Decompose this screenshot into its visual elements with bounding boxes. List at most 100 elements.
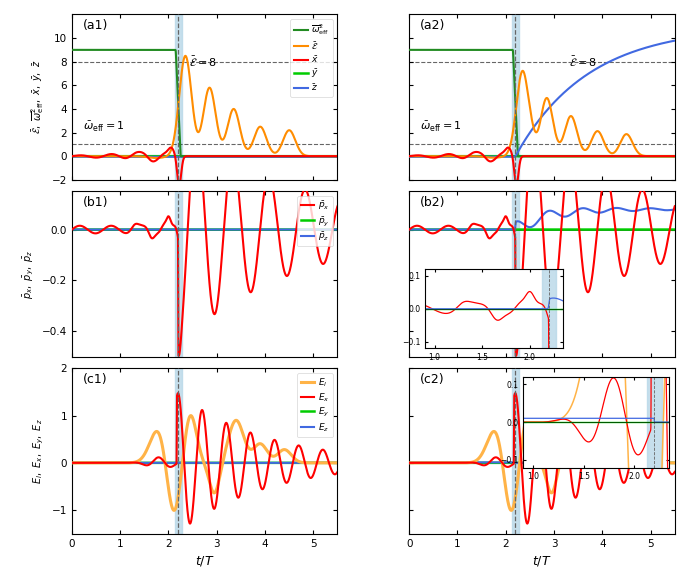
$\overline{\omega}^2_\mathrm{eff}$ — [98, 46, 106, 53]
$\bar{p}_x$ — [175, 353, 183, 359]
$\bar{\mathcal{E}}$ — [98, 153, 106, 160]
Bar — [512, 368, 519, 534]
$\bar{z}$ — [328, 153, 336, 160]
$\bar{p}_y$ — [170, 226, 178, 233]
$\bar{x}$ — [68, 153, 76, 160]
$\bar{x}$ — [170, 148, 178, 155]
$\bar{p}_x$ — [328, 226, 336, 233]
$\overline{\omega}^2_\mathrm{eff}$ — [114, 46, 122, 53]
Text: $\bar{\mathcal{E}}=8$: $\bar{\mathcal{E}}=8$ — [189, 55, 217, 69]
$\bar{p}_z$ — [68, 226, 76, 233]
$\bar{p}_y$ — [68, 226, 76, 233]
$\bar{p}_y$ — [114, 226, 122, 233]
$\bar{p}_y$ — [328, 226, 336, 233]
$\bar{p}_z$ — [114, 226, 122, 233]
Text: (b2): (b2) — [420, 196, 445, 209]
$E_l$ — [114, 459, 122, 466]
$\bar{z}$ — [334, 153, 342, 160]
$\bar{y}$ — [98, 153, 106, 160]
Y-axis label: $\bar{\mathcal{E}},\ \overline{\omega}^2_\mathrm{eff},\ \bar{x},\ \bar{y},\ \bar: $\bar{\mathcal{E}},\ \overline{\omega}^2… — [29, 60, 46, 134]
$\bar{p}_z$ — [334, 226, 342, 233]
$\bar{p}_z$ — [181, 226, 189, 233]
Legend: $E_l$, $E_x$, $E_y$, $E_z$: $E_l$, $E_x$, $E_y$, $E_z$ — [297, 373, 333, 437]
$\bar{p}_y$ — [299, 226, 308, 233]
X-axis label: $t/T$: $t/T$ — [532, 554, 551, 568]
Bar — [512, 14, 519, 180]
$\bar{p}_x$ — [192, 128, 201, 134]
$\bar{\mathcal{E}}$ — [182, 53, 190, 59]
$\bar{y}$ — [170, 153, 178, 160]
$\overline{\omega}^2_\mathrm{eff}$ — [299, 153, 308, 160]
$\bar{z}$ — [98, 153, 106, 160]
$\bar{y}$ — [181, 153, 189, 160]
$\bar{\mathcal{E}}$ — [114, 153, 122, 160]
$E_l$ — [328, 459, 336, 466]
$\bar{z}$ — [299, 153, 308, 160]
$\bar{p}_x$ — [68, 226, 76, 233]
Text: (c1): (c1) — [83, 373, 107, 387]
$\bar{y}$ — [334, 153, 342, 160]
$E_x$ — [98, 459, 106, 466]
$\bar{x}$ — [328, 153, 336, 160]
$E_x$ — [186, 520, 194, 527]
$\overline{\omega}^2_\mathrm{eff}$ — [170, 46, 178, 53]
$\bar{y}$ — [328, 153, 336, 160]
$\bar{p}_y$ — [181, 226, 189, 233]
X-axis label: $t/T$: $t/T$ — [195, 554, 214, 568]
$E_l$ — [182, 435, 190, 442]
Line: $E_l$: $E_l$ — [72, 415, 338, 511]
$E_x$ — [300, 455, 308, 462]
Bar — [512, 192, 519, 357]
$E_l$ — [187, 412, 195, 419]
$\bar{x}$ — [166, 144, 175, 151]
$\overline{\omega}^2_\mathrm{eff}$ — [334, 153, 342, 160]
$\bar{\mathcal{E}}$ — [170, 136, 178, 143]
$E_z$ — [299, 459, 308, 466]
Bar — [175, 14, 182, 180]
$\bar{p}_x$ — [334, 203, 342, 209]
Text: (c2): (c2) — [420, 373, 445, 387]
$\bar{p}_y$ — [334, 226, 342, 233]
$E_y$ — [68, 459, 76, 466]
$\bar{z}$ — [181, 153, 189, 160]
$\bar{\mathcal{E}}$ — [182, 53, 190, 59]
Line: $E_x$: $E_x$ — [72, 393, 338, 523]
$\bar{z}$ — [114, 153, 122, 160]
$\bar{y}$ — [68, 153, 76, 160]
$E_z$ — [334, 459, 342, 466]
$E_x$ — [114, 459, 122, 466]
Text: $\bar{\mathcal{E}}=8$: $\bar{\mathcal{E}}=8$ — [569, 55, 597, 69]
Line: $\overline{\omega}^2_\mathrm{eff}$: $\overline{\omega}^2_\mathrm{eff}$ — [72, 50, 338, 156]
$E_l$ — [68, 459, 76, 466]
$\bar{x}$ — [175, 182, 184, 189]
Legend: $\bar{p}_x$, $\bar{p}_y$, $\bar{p}_z$: $\bar{p}_x$, $\bar{p}_y$, $\bar{p}_z$ — [297, 196, 333, 246]
$\overline{\omega}^2_\mathrm{eff}$ — [177, 153, 186, 160]
$\bar{p}_z$ — [98, 226, 106, 233]
$\bar{p}_x$ — [98, 227, 106, 234]
$E_y$ — [334, 459, 342, 466]
$E_y$ — [98, 459, 106, 466]
Bar — [175, 368, 182, 534]
Line: $\bar{\mathcal{E}}$: $\bar{\mathcal{E}}$ — [72, 56, 338, 158]
$\bar{x}$ — [300, 153, 308, 160]
$E_y$ — [181, 459, 189, 466]
$\bar{z}$ — [170, 153, 178, 160]
$\overline{\omega}^2_\mathrm{eff}$ — [182, 153, 190, 160]
$\bar{p}_y$ — [98, 226, 106, 233]
$E_l$ — [170, 507, 178, 514]
$\bar{x}$ — [114, 152, 122, 159]
$\bar{x}$ — [98, 153, 106, 160]
$E_x$ — [328, 469, 336, 475]
$E_l$ — [334, 459, 342, 466]
$\bar{p}_x$ — [300, 187, 308, 194]
Y-axis label: $E_l,\ E_x,\ E_y,\ E_z$: $E_l,\ E_x,\ E_y,\ E_z$ — [32, 418, 46, 484]
$\bar{y}$ — [299, 153, 308, 160]
$E_y$ — [170, 459, 178, 466]
Y-axis label: $\bar{p}_x,\ \bar{p}_y,\ \bar{p}_z$: $\bar{p}_x,\ \bar{p}_y,\ \bar{p}_z$ — [22, 249, 36, 299]
Legend: $\overline{\omega}^2_\mathrm{eff}$, $\bar{\mathcal{E}}$, $\bar{x}$, $\bar{y}$, $: $\overline{\omega}^2_\mathrm{eff}$, $\ba… — [290, 19, 333, 96]
$E_l$ — [98, 459, 106, 466]
$\bar{x}$ — [334, 153, 342, 160]
$E_z$ — [181, 459, 189, 466]
$E_y$ — [328, 459, 336, 466]
$E_l$ — [170, 507, 178, 514]
